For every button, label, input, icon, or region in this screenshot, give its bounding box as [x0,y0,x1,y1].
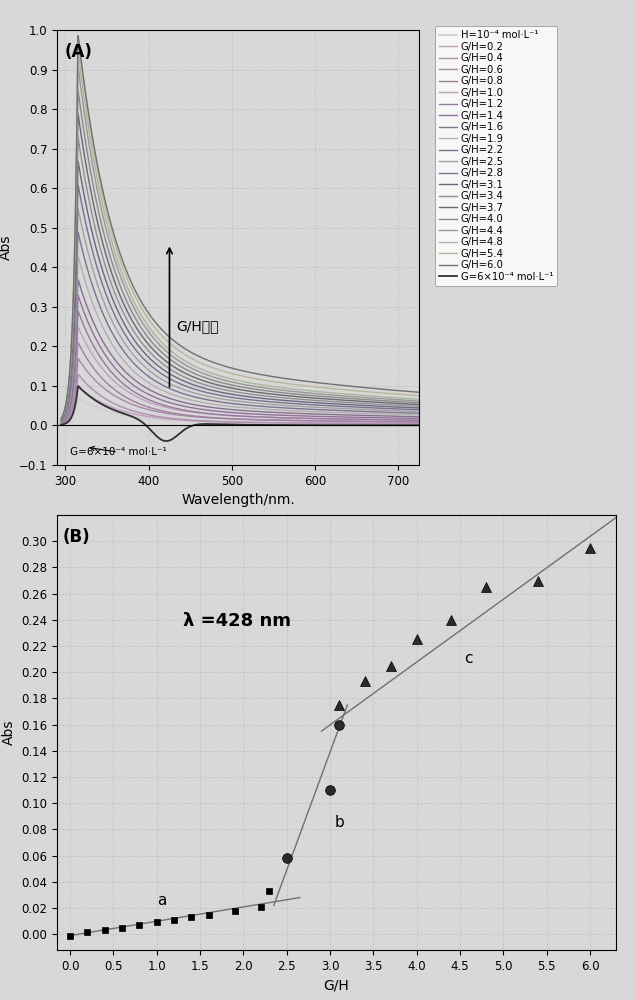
Text: G/H增大: G/H增大 [176,320,218,334]
Text: c: c [464,651,473,666]
Legend: H=10⁻⁴ mol·L⁻¹, G/H=0.2, G/H=0.4, G/H=0.6, G/H=0.8, G/H=1.0, G/H=1.2, G/H=1.4, G: H=10⁻⁴ mol·L⁻¹, G/H=0.2, G/H=0.4, G/H=0.… [435,26,558,286]
Text: (A): (A) [64,43,92,61]
X-axis label: G/H: G/H [324,978,349,992]
Text: b: b [335,815,344,830]
Text: (B): (B) [63,528,90,546]
X-axis label: Wavelength/nm.: Wavelength/nm. [181,493,295,507]
Text: λ =428 nm: λ =428 nm [183,612,291,630]
Text: G=6×10⁻⁴ mol·L⁻¹: G=6×10⁻⁴ mol·L⁻¹ [70,446,166,457]
Text: a: a [157,893,166,908]
Y-axis label: Abs: Abs [0,235,13,260]
Y-axis label: Abs: Abs [2,720,16,745]
